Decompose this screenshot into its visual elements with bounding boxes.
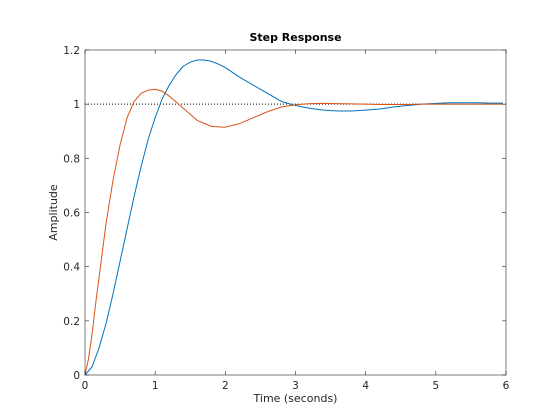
x-tick-label: 4 xyxy=(362,380,369,392)
series-line-2 xyxy=(84,88,503,376)
series-line-1 xyxy=(84,59,503,376)
tick-layer: 0 1 2 3 4 5 6 0 0.2 0.4 0.6 0.8 1 1.2 xyxy=(63,45,509,392)
y-tick-label: 1.2 xyxy=(63,45,80,57)
y-tick-label: 0.2 xyxy=(63,316,80,328)
x-axis-title: Time (seconds) xyxy=(253,392,338,405)
y-tick-label: 0.8 xyxy=(63,153,80,165)
y-tick-label: 1 xyxy=(73,99,80,111)
x-tick-label: 2 xyxy=(222,380,229,392)
y-tick-label: 0 xyxy=(73,370,80,382)
y-tick-label: 0.4 xyxy=(63,262,80,274)
y-tick-label: 0.6 xyxy=(63,208,80,220)
x-tick-label: 6 xyxy=(503,380,510,392)
chart-title: Step Response xyxy=(249,31,341,44)
series-layer xyxy=(84,59,503,376)
x-tick-label: 1 xyxy=(152,380,159,392)
y-axis-title: Amplitude xyxy=(47,184,60,241)
x-tick-label: 3 xyxy=(292,380,299,392)
x-tick-label: 0 xyxy=(82,380,89,392)
plot-area xyxy=(85,50,506,375)
x-tick-label: 5 xyxy=(432,380,439,392)
